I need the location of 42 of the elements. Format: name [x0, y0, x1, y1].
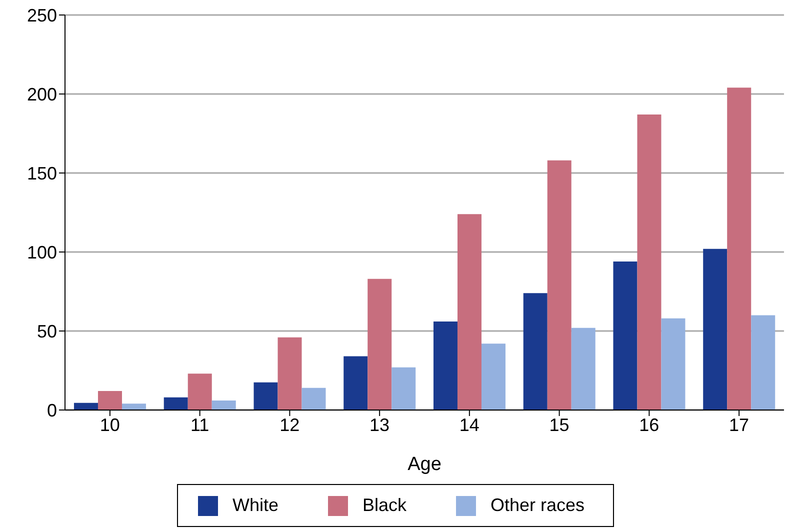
- bar: [433, 322, 458, 410]
- bar: [164, 397, 188, 410]
- bar: [547, 160, 572, 410]
- y-tick-label: 200: [26, 84, 57, 104]
- bar: [344, 356, 368, 410]
- bar: [98, 391, 122, 410]
- bar: [74, 402, 98, 410]
- y-tick-label: 100: [26, 242, 57, 262]
- bar: [703, 248, 728, 410]
- x-tick-label: 14: [459, 414, 480, 435]
- bar: [523, 293, 548, 410]
- bar: [122, 404, 146, 410]
- bar: [278, 337, 302, 410]
- bar: [661, 318, 686, 410]
- y-tick-label: 50: [36, 321, 57, 342]
- y-tick-label: 0: [46, 400, 57, 420]
- bar: [368, 278, 392, 410]
- bar: [613, 261, 638, 410]
- bar: [302, 388, 326, 410]
- bar: [637, 114, 662, 410]
- bar: [392, 367, 416, 410]
- bar: [727, 88, 752, 410]
- bar: [212, 400, 236, 410]
- y-tick-label: 150: [26, 163, 57, 184]
- x-tick-label: 15: [549, 414, 570, 435]
- y-tick-label: 250: [26, 5, 57, 26]
- bar: [188, 374, 212, 410]
- bar: [254, 382, 278, 410]
- legend-label: Other races: [490, 495, 585, 516]
- legend-label: Black: [362, 495, 406, 516]
- x-tick-label: 13: [370, 414, 390, 435]
- x-tick-label: 10: [100, 414, 120, 435]
- x-tick-label: 17: [729, 414, 750, 435]
- bar: [481, 344, 506, 410]
- bar: [457, 214, 482, 410]
- x-tick-label: 11: [190, 414, 210, 435]
- x-tick-label: 12: [280, 414, 300, 435]
- bar: [751, 315, 776, 410]
- x-tick-label: 16: [639, 414, 660, 435]
- bar: [571, 328, 596, 410]
- legend-label: White: [232, 495, 278, 516]
- x-axis-title: Age: [408, 454, 442, 475]
